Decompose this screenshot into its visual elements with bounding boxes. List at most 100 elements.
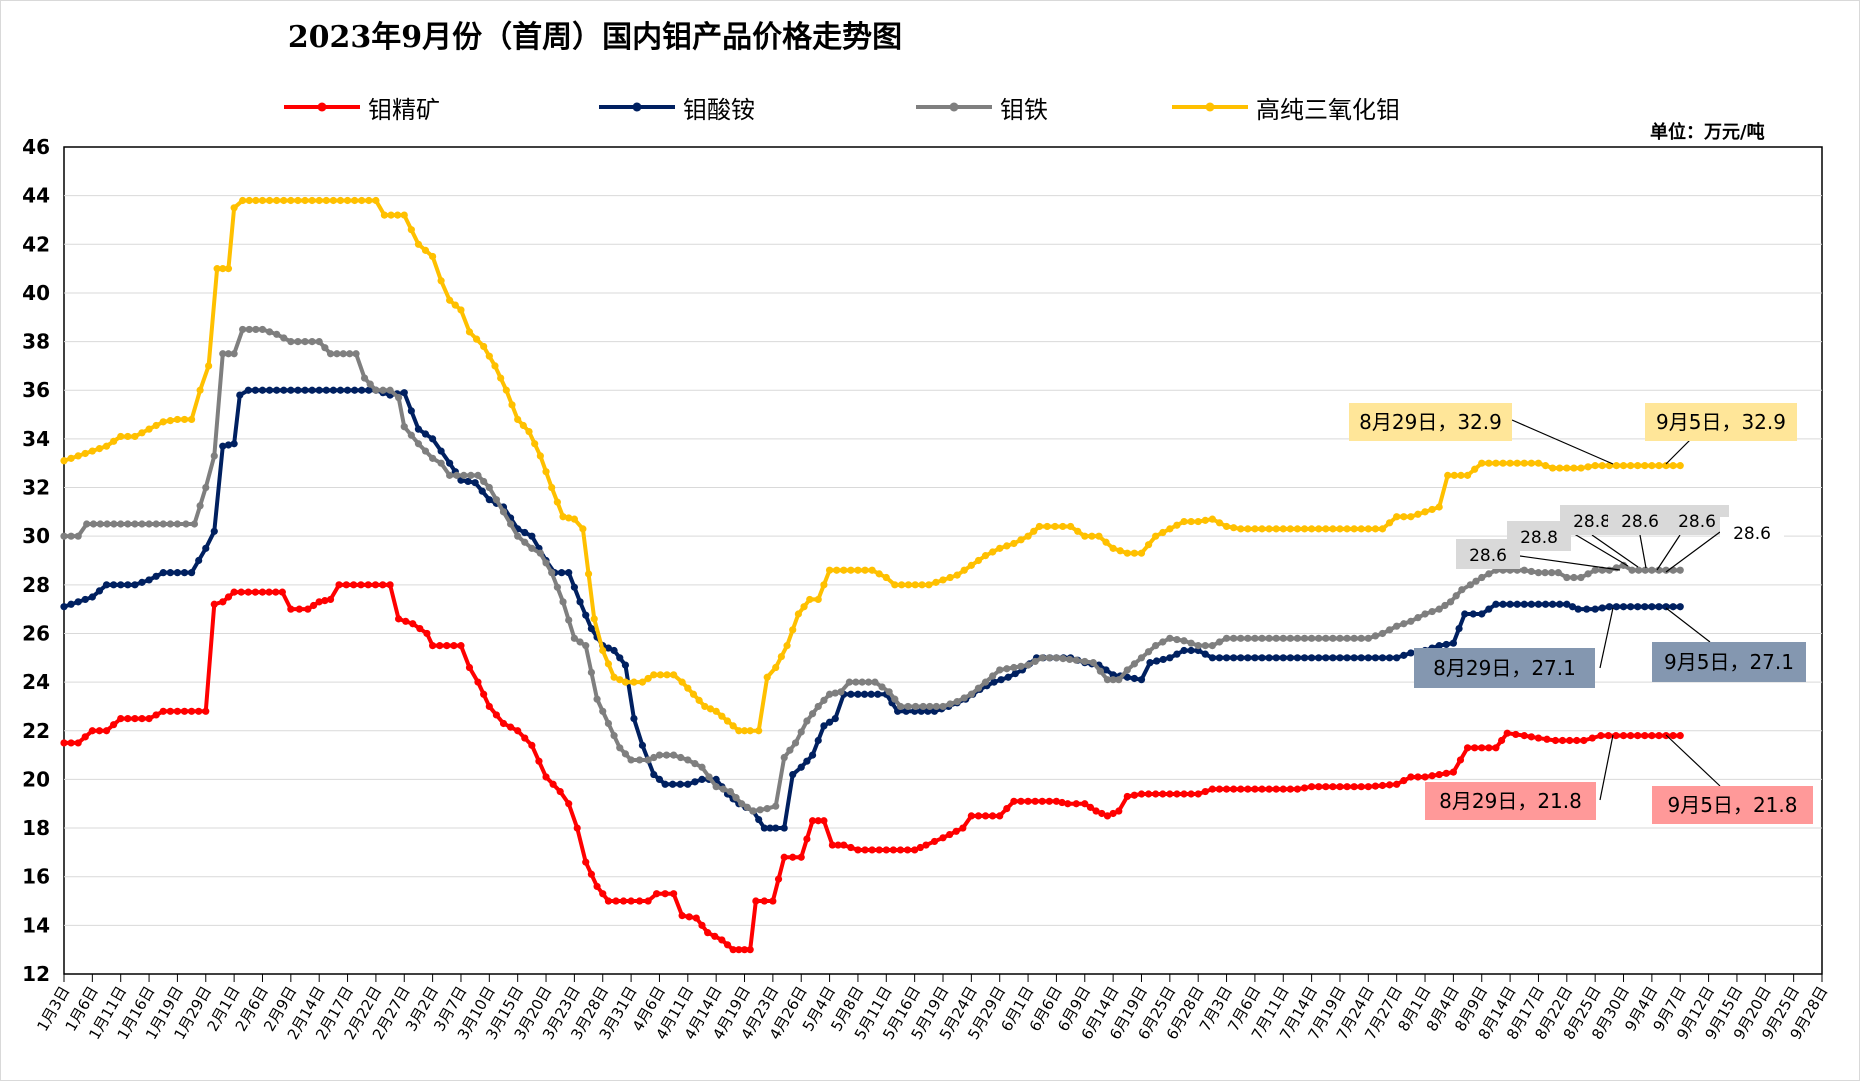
data-point (989, 548, 997, 556)
data-point (1031, 797, 1039, 805)
data-point (210, 527, 218, 535)
data-point (1549, 464, 1557, 472)
data-point (1072, 656, 1080, 664)
data-point (599, 890, 607, 898)
data-point (514, 415, 522, 424)
data-point (1591, 462, 1599, 470)
data-point (1549, 600, 1557, 608)
data-point (621, 750, 630, 758)
data-point (1407, 513, 1415, 521)
data-point (1208, 515, 1216, 523)
data-point (565, 514, 573, 522)
data-point (925, 581, 933, 589)
data-point (719, 785, 727, 793)
data-point (102, 442, 111, 450)
data-point (407, 431, 415, 439)
data-point (110, 437, 118, 445)
data-point (1499, 459, 1507, 467)
data-point (814, 817, 822, 825)
data-point (1343, 783, 1351, 791)
data-point (1024, 661, 1032, 669)
data-point (797, 853, 805, 861)
data-point (967, 812, 975, 820)
data-point (1400, 513, 1408, 521)
data-point (1534, 600, 1543, 608)
callout-leader (1665, 607, 1711, 643)
data-point (570, 634, 578, 642)
data-point (421, 246, 430, 254)
data-point (1144, 648, 1153, 656)
data-point (604, 719, 613, 728)
data-point (820, 722, 828, 730)
data-point (472, 335, 481, 343)
y-tick-label: 12 (22, 962, 50, 986)
data-point (1293, 525, 1302, 533)
data-point (630, 678, 638, 686)
data-point (723, 941, 732, 949)
data-point (783, 642, 791, 650)
data-point (485, 352, 493, 360)
data-point (837, 688, 845, 696)
data-point (1265, 634, 1273, 642)
data-point (1414, 773, 1422, 781)
data-point (616, 744, 624, 752)
data-point (1300, 654, 1309, 662)
data-point (536, 549, 544, 557)
data-point (304, 605, 312, 613)
data-point (1329, 525, 1337, 533)
data-point (579, 525, 587, 533)
data-point (1279, 525, 1287, 533)
data-point (1350, 634, 1358, 642)
data-point (662, 751, 671, 759)
data-point (1081, 532, 1089, 540)
data-point (1180, 646, 1188, 655)
data-point (1627, 603, 1635, 611)
data-point (213, 265, 221, 273)
data-point (922, 841, 930, 849)
data-point (974, 556, 983, 565)
data-point (989, 672, 997, 680)
data-point (1556, 464, 1564, 472)
data-point (180, 415, 189, 424)
data-point (1030, 527, 1038, 535)
data-point (542, 773, 550, 781)
data-point (772, 802, 780, 810)
data-point (1081, 657, 1089, 666)
callout-label: 9月5日，21.8 (1668, 793, 1798, 817)
data-point (1513, 459, 1521, 467)
data-point (1159, 655, 1167, 664)
data-point (1407, 649, 1415, 657)
data-point (735, 946, 743, 954)
legend-swatch-moo3 (1172, 102, 1248, 112)
data-point (705, 773, 713, 781)
data-point (1052, 654, 1061, 662)
data-point (1286, 654, 1294, 662)
data-point (95, 445, 104, 453)
data-point (1435, 770, 1443, 779)
data-point (1527, 600, 1535, 608)
data-point (1251, 525, 1259, 533)
data-point (1492, 600, 1500, 608)
data-point (336, 196, 345, 205)
data-point (478, 487, 486, 495)
data-point (1554, 569, 1562, 577)
data-point (1350, 654, 1358, 662)
data-point (1215, 654, 1224, 662)
data-point (1478, 744, 1486, 752)
data-point (380, 211, 389, 219)
data-point (1153, 657, 1161, 665)
data-point (205, 362, 213, 370)
data-point (295, 605, 303, 613)
data-point (1520, 459, 1528, 467)
data-point (245, 196, 253, 205)
data-point (803, 757, 811, 765)
data-point (1485, 605, 1493, 613)
data-point (882, 573, 890, 582)
data-point (1098, 809, 1106, 818)
data-point (808, 710, 817, 718)
data-point (1166, 634, 1174, 642)
data-point (1378, 525, 1387, 533)
y-tick-label: 14 (22, 913, 50, 937)
data-point (749, 807, 757, 815)
data-point (599, 707, 607, 715)
